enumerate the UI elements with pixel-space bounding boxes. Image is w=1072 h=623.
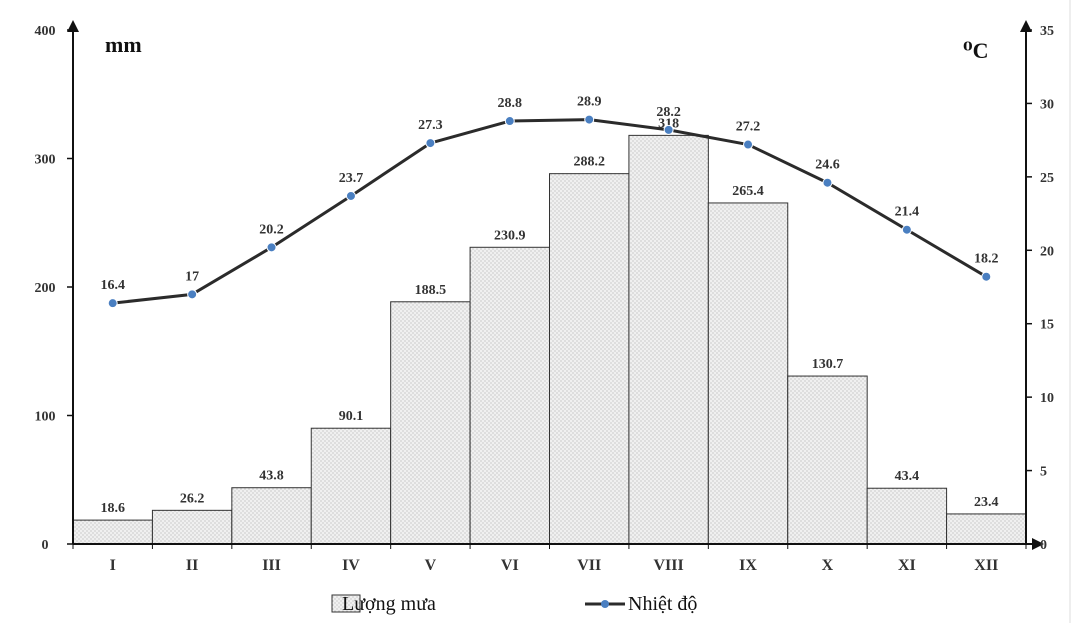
- legend-rainfall-label: Lượng mưa: [342, 593, 436, 615]
- rainfall-value-X: 130.7: [812, 357, 844, 372]
- month-label-IX: IX: [739, 557, 757, 574]
- left-axis-unit: mm: [105, 32, 142, 57]
- right-tick-label-30: 30: [1040, 97, 1054, 112]
- temperature-value-XI: 21.4: [895, 205, 920, 220]
- month-label-VII: VII: [577, 557, 601, 574]
- rainfall-bar-VIII: [628, 134, 709, 545]
- rainfall-value-II: 26.2: [180, 491, 205, 506]
- left-axis-ticks: 0 100 200 300 400: [35, 24, 73, 553]
- rainfall-value-I: 18.6: [100, 501, 125, 516]
- rainfall-bar-VII: [549, 173, 630, 545]
- right-tick-label-25: 25: [1040, 171, 1054, 186]
- temperature-point-XI: [901, 224, 912, 235]
- rainfall-bar-X: [787, 375, 868, 545]
- month-label-II: II: [186, 557, 198, 574]
- rainfall-value-XII: 23.4: [974, 495, 999, 510]
- month-label-VIII: VIII: [654, 557, 684, 574]
- temperature-point-VI: [504, 116, 515, 127]
- rainfall-bar-V: [390, 301, 471, 545]
- month-label-IV: IV: [342, 557, 360, 574]
- rainfall-value-V: 188.5: [415, 283, 447, 298]
- rainfall-value-IV: 90.1: [339, 409, 364, 424]
- temperature-point-VII: [584, 114, 595, 125]
- temperature-line-group: 16.4 17 20.2 23.7 27.3 28.8 28.9 28.2 27.2 24.6 21…: [100, 95, 999, 309]
- rainfall-bar-XI: [866, 487, 948, 545]
- temperature-point-IX: [743, 139, 754, 150]
- temperature-value-II: 17: [185, 269, 199, 284]
- right-tick-label-20: 20: [1040, 244, 1054, 259]
- month-label-I: I: [110, 557, 116, 574]
- temperature-value-VIII: 28.2: [656, 105, 681, 120]
- rainfall-bar-II: [151, 509, 233, 545]
- temperature-point-V: [425, 138, 436, 149]
- month-label-VI: VI: [501, 557, 519, 574]
- temperature-point-XII: [981, 271, 992, 282]
- right-tick-label-5: 5: [1040, 465, 1047, 480]
- month-tick-labels: I II III IV V VI VII VIII IX X XI XII: [72, 544, 1027, 574]
- month-label-X: X: [822, 557, 834, 574]
- rainfall-bar-IX: [707, 202, 789, 545]
- temperature-point-IV: [345, 190, 356, 201]
- rainfall-bars: [72, 134, 1027, 545]
- rainfall-value-VIII: 318: [658, 116, 679, 131]
- rainfall-bar-XII: [946, 513, 1027, 545]
- temperature-value-IX: 27.2: [736, 120, 761, 135]
- right-axis-ticks: 0 5 10 15 20 25 30 35: [1026, 24, 1054, 553]
- rainfall-value-labels: 18.6 26.2 43.8 90.1 188.5 230.9 288.2 318 265.4 1…: [100, 116, 998, 516]
- left-tick-label-100: 100: [35, 410, 56, 425]
- temperature-point-X: [822, 177, 833, 188]
- month-label-V: V: [425, 557, 437, 574]
- temperature-value-VI: 28.8: [498, 96, 523, 111]
- legend-temperature-marker: [601, 600, 609, 608]
- right-tick-label-15: 15: [1040, 318, 1054, 333]
- rainfall-value-VII: 288.2: [573, 155, 605, 170]
- temperature-point-VIII: [663, 124, 674, 135]
- left-tick-label-400: 400: [35, 24, 56, 39]
- temperature-point-I: [107, 298, 118, 309]
- axes: [67, 20, 1044, 550]
- left-tick-label-0: 0: [42, 538, 49, 553]
- rainfall-value-VI: 230.9: [494, 228, 526, 243]
- right-tick-label-35: 35: [1040, 24, 1054, 39]
- temperature-line: [112, 118, 988, 305]
- rainfall-bar-VI: [469, 246, 550, 545]
- legend: Lượng mưa Nhiệt độ: [331, 593, 697, 615]
- right-tick-label-10: 10: [1040, 391, 1054, 406]
- left-tick-label-300: 300: [35, 153, 56, 168]
- legend-temperature-label: Nhiệt độ: [628, 593, 697, 615]
- month-label-XI: XI: [898, 557, 916, 574]
- month-label-III: III: [262, 557, 281, 574]
- temperature-value-III: 20.2: [259, 222, 284, 237]
- temperature-value-I: 16.4: [100, 278, 125, 293]
- temperature-point-II: [187, 289, 198, 300]
- right-axis-unit: ⁰C: [963, 38, 989, 63]
- temperature-value-VII: 28.9: [577, 95, 602, 110]
- rainfall-bar-I: [72, 519, 153, 545]
- rainfall-bar-IV: [310, 427, 392, 545]
- right-tick-label-0: 0: [1040, 538, 1047, 553]
- temperature-value-V: 27.3: [418, 118, 443, 133]
- rainfall-value-III: 43.8: [259, 469, 284, 484]
- rainfall-value-XI: 43.4: [895, 469, 920, 484]
- rainfall-value-IX: 265.4: [732, 184, 764, 199]
- legend-rainfall-swatch: [331, 594, 361, 613]
- temperature-value-XII: 18.2: [974, 252, 999, 267]
- temperature-value-IV: 23.7: [339, 171, 364, 186]
- left-tick-label-200: 200: [35, 281, 56, 296]
- temperature-point-III: [266, 242, 277, 253]
- month-label-XII: XII: [974, 557, 998, 574]
- temperature-value-X: 24.6: [815, 158, 840, 173]
- rainfall-bar-III: [231, 487, 312, 545]
